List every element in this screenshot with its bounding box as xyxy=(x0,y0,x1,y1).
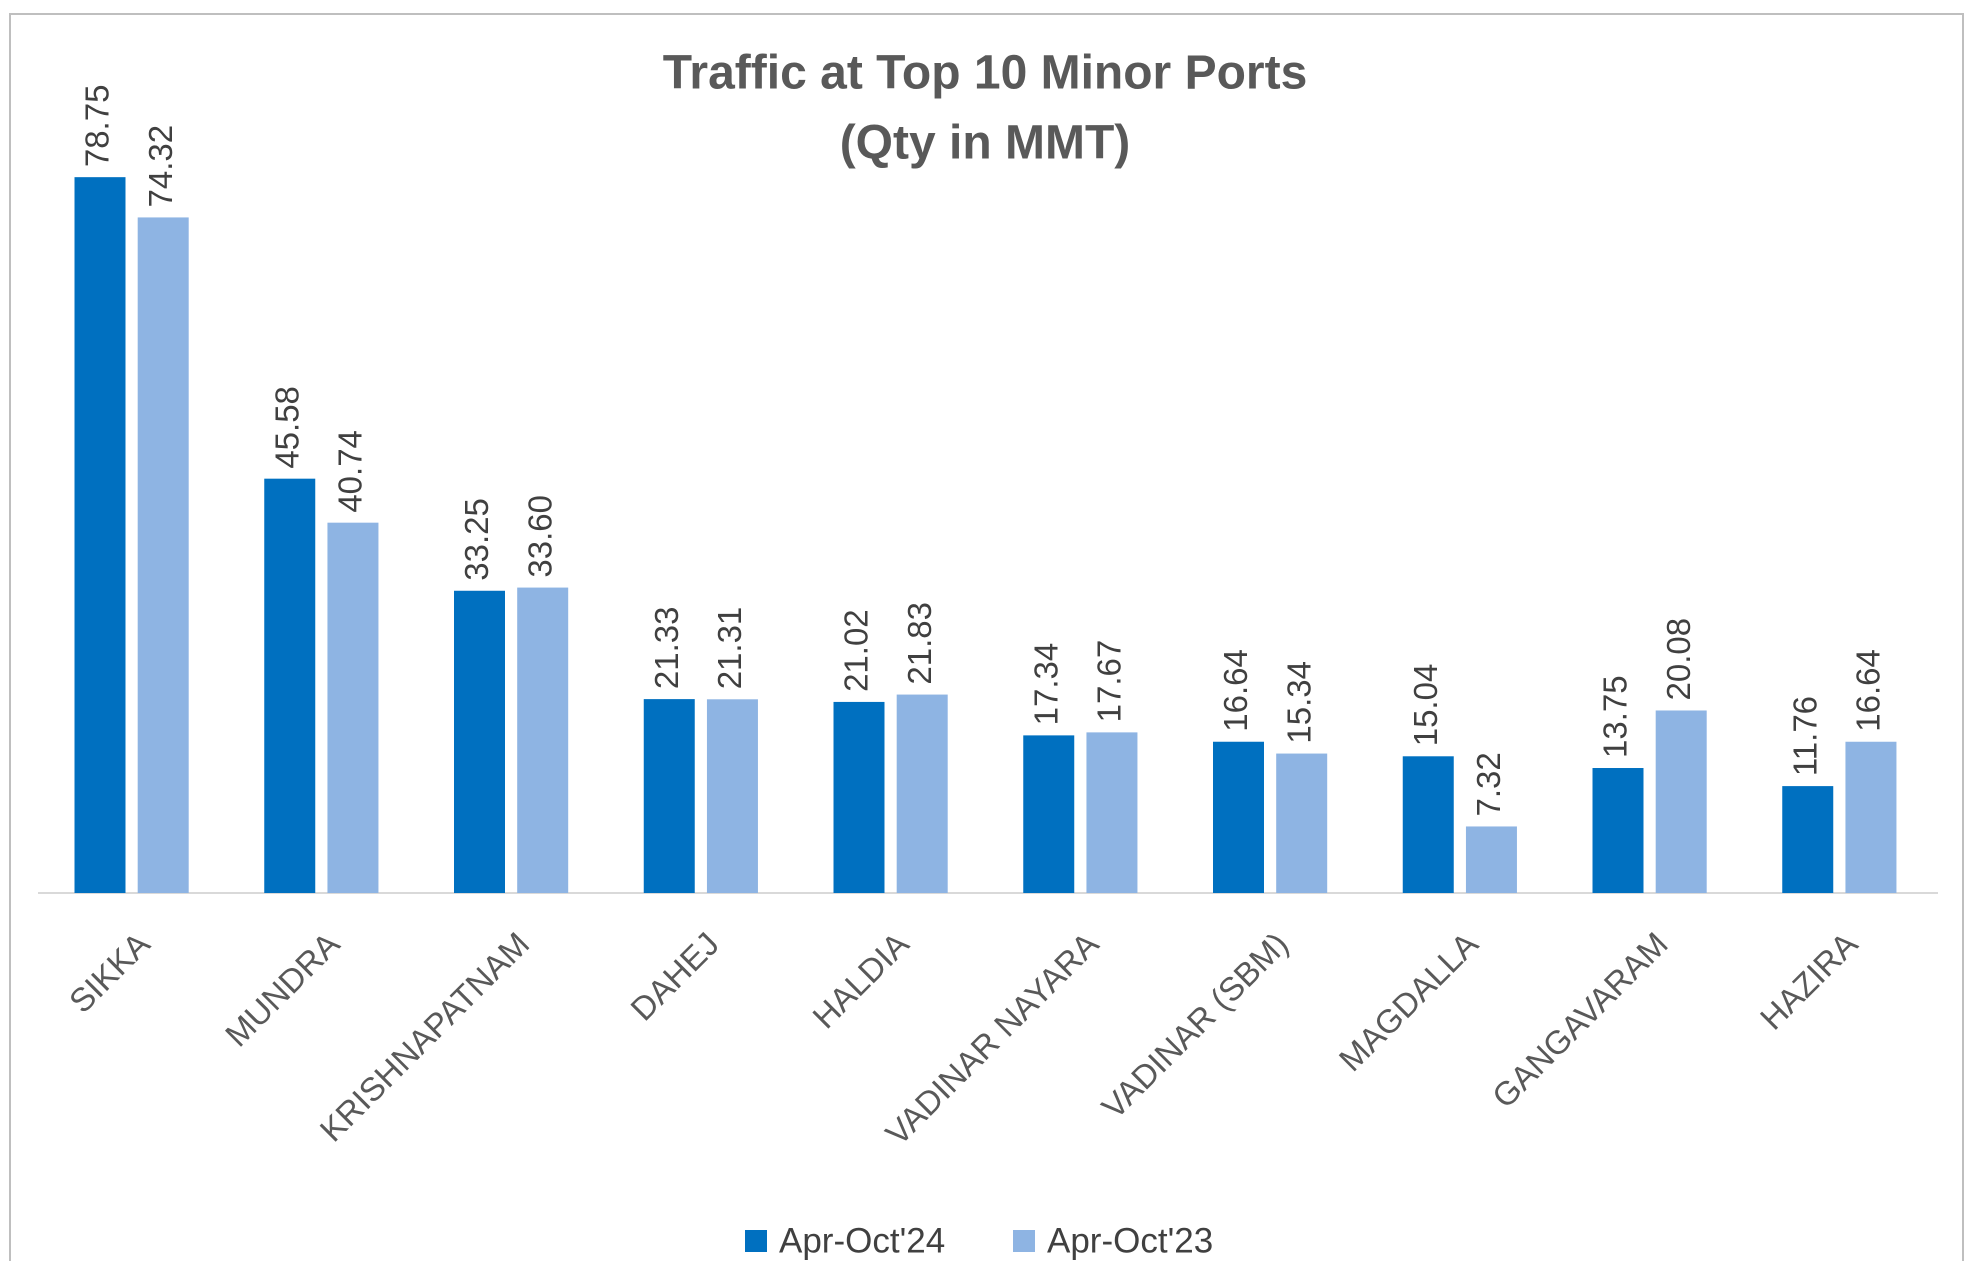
value-label: 74.32 xyxy=(142,125,179,208)
bar xyxy=(517,587,569,893)
value-label: 40.74 xyxy=(332,430,369,513)
bar xyxy=(1782,786,1834,893)
value-label: 21.02 xyxy=(838,609,875,692)
x-tick-label: GANGAVARAM xyxy=(1485,925,1675,1115)
x-tick-label: VADINAR (SBM) xyxy=(1094,925,1295,1126)
value-label: 15.04 xyxy=(1407,664,1444,747)
value-label: 16.64 xyxy=(1217,649,1254,732)
x-tick-label: MAGDALLA xyxy=(1332,925,1485,1078)
bar xyxy=(1465,826,1517,893)
value-label: 11.76 xyxy=(1786,696,1823,776)
bar xyxy=(327,522,379,893)
chart-title: Traffic at Top 10 Minor Ports xyxy=(663,47,1308,100)
value-label: 21.83 xyxy=(901,602,938,685)
legend-label: Apr-Oct'24 xyxy=(779,1221,945,1260)
value-label: 13.75 xyxy=(1597,675,1634,758)
bar xyxy=(1086,732,1138,893)
bar xyxy=(454,590,505,893)
legend-swatch xyxy=(1013,1230,1035,1252)
bar xyxy=(264,478,316,893)
bar xyxy=(1402,756,1454,893)
bar xyxy=(833,701,885,893)
bar xyxy=(1655,710,1707,893)
value-label: 15.34 xyxy=(1280,661,1317,744)
bar xyxy=(896,694,948,893)
x-tick-label: HAZIRA xyxy=(1753,925,1865,1037)
bar xyxy=(1276,753,1328,893)
value-label: 20.08 xyxy=(1660,618,1697,701)
legend-swatch xyxy=(745,1230,767,1252)
x-tick-label: DAHEJ xyxy=(623,925,726,1028)
x-tick-label: VADINAR NAYARA xyxy=(878,925,1105,1152)
value-label: 78.75 xyxy=(79,85,116,168)
x-tick-label: HALDIA xyxy=(805,925,915,1035)
value-label: 16.64 xyxy=(1850,649,1887,732)
legend-label: Apr-Oct'23 xyxy=(1047,1221,1213,1260)
bar xyxy=(643,699,695,893)
value-label: 21.31 xyxy=(711,607,748,690)
bar xyxy=(706,699,758,893)
chart-subtitle: (Qty in MMT) xyxy=(840,117,1131,170)
bar xyxy=(74,177,126,894)
x-tick-label: SIKKA xyxy=(62,925,157,1020)
x-tick-label: MUNDRA xyxy=(218,925,347,1054)
value-label: 33.25 xyxy=(458,498,495,581)
x-tick-label: KRISHNAPATNAM xyxy=(313,925,537,1149)
bar xyxy=(1592,768,1644,893)
value-label: 7.32 xyxy=(1470,752,1507,816)
bar xyxy=(1023,735,1075,893)
value-label: 17.34 xyxy=(1027,643,1064,726)
bar xyxy=(1845,741,1897,893)
bar xyxy=(137,217,189,893)
value-label: 45.58 xyxy=(268,386,305,469)
value-label: 17.67 xyxy=(1091,640,1128,723)
value-label: 21.33 xyxy=(648,607,685,690)
bar xyxy=(1213,741,1264,893)
chart-border xyxy=(9,13,1964,1261)
value-label: 33.60 xyxy=(521,495,558,578)
